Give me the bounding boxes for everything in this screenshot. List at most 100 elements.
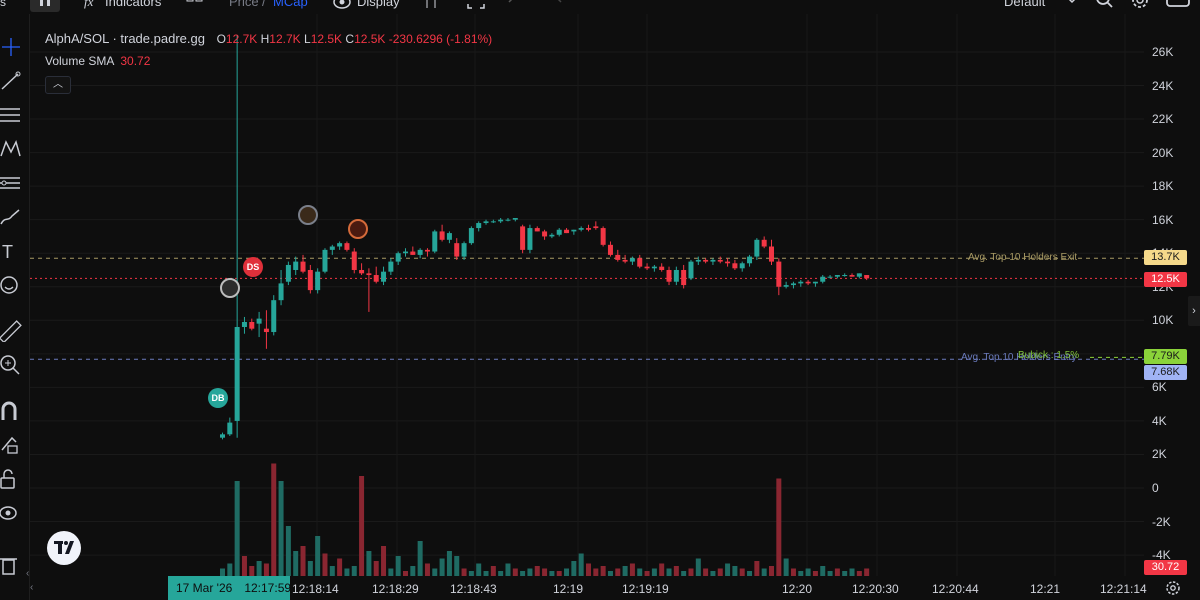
volume-bar xyxy=(549,571,555,576)
chart-settings-gear-icon[interactable] xyxy=(1165,580,1181,596)
top-toolbar: s fx Indicators Price / MCap Display Def… xyxy=(0,0,1200,14)
volume-bar xyxy=(249,566,255,576)
holders-entry-label: Avg. Top 10 Holders Entry xyxy=(961,352,1077,363)
indicators-icon[interactable]: fx xyxy=(82,0,104,12)
menu-icon[interactable]: s xyxy=(0,0,22,12)
high-key: H xyxy=(260,32,270,46)
price-chart[interactable] xyxy=(30,14,1144,576)
candle-body xyxy=(293,261,299,270)
volume-bar xyxy=(359,476,365,576)
volume-bar xyxy=(739,568,745,576)
price-tick-label: -4K xyxy=(1152,548,1171,563)
volume-bar xyxy=(732,566,738,576)
close-key: C xyxy=(345,32,355,46)
fib-retracement-icon[interactable] xyxy=(0,172,22,194)
lock-drawing-icon[interactable] xyxy=(0,434,22,456)
volume-bar xyxy=(842,571,848,576)
candle-body xyxy=(571,229,577,232)
candle-body xyxy=(644,266,650,269)
price-axis[interactable]: 26K24K22K20K18K16K14K12K10K8K6K4K2K0-2K-… xyxy=(1144,14,1200,576)
candle-body xyxy=(388,261,394,272)
volume-bar xyxy=(629,563,635,576)
lock-icon[interactable] xyxy=(0,468,22,490)
magnet-icon[interactable] xyxy=(0,400,22,422)
display-button[interactable]: Display xyxy=(357,0,400,9)
zoom-in-icon[interactable] xyxy=(0,354,22,376)
volume-bar xyxy=(403,571,408,576)
trend-line-icon[interactable] xyxy=(0,70,22,92)
horizontal-lines-icon[interactable] xyxy=(0,104,22,126)
brush-icon[interactable] xyxy=(0,206,22,228)
volume-bar xyxy=(263,563,269,576)
search-icon[interactable] xyxy=(1094,0,1116,12)
trader-avatar-marker[interactable] xyxy=(220,278,240,298)
gear-icon[interactable] xyxy=(1129,0,1151,12)
layout-selector[interactable]: Default xyxy=(1004,0,1046,9)
trader-avatar-marker[interactable] xyxy=(348,219,368,239)
volume-bar xyxy=(761,568,767,576)
price-tick-label: 22K xyxy=(1152,112,1174,127)
price-toggle[interactable]: Price xyxy=(229,0,259,9)
candle-body xyxy=(673,269,679,282)
volume-bar xyxy=(571,561,577,576)
indicators-button[interactable]: Indicators xyxy=(105,0,162,9)
crosshair-icon[interactable] xyxy=(0,36,22,58)
volume-bar xyxy=(600,566,606,576)
text-tool-icon[interactable]: T xyxy=(0,240,22,262)
price-tick-label: -2K xyxy=(1152,514,1171,529)
mcap-toggle[interactable]: MCap xyxy=(273,0,308,9)
ruler-icon[interactable] xyxy=(0,320,22,344)
volume-legend[interactable]: Volume SMA 30.72 xyxy=(45,54,150,68)
time-axis[interactable]: ‹ 12:18:14 12:18:29 12:18:43 12:19 12:19:19 1… xyxy=(30,576,1200,600)
volume-bar xyxy=(417,541,423,576)
volume-bar xyxy=(747,571,753,576)
price-tick-label: 20K xyxy=(1152,145,1174,160)
chevron-up-icon: ︿ xyxy=(53,79,63,90)
volume-bar xyxy=(666,568,672,576)
volume-bar xyxy=(329,566,335,576)
rug-price-tag: 7.79K xyxy=(1144,349,1187,364)
candle-body xyxy=(432,231,438,252)
candles xyxy=(220,35,870,440)
undo-icon[interactable] xyxy=(505,0,527,12)
settings-sliders-icon[interactable] xyxy=(421,0,443,12)
visibility-icon[interactable] xyxy=(0,502,22,524)
candle-body xyxy=(373,275,379,282)
candle-body xyxy=(637,258,643,267)
trash-icon[interactable] xyxy=(0,554,22,576)
high-value: 12.7K xyxy=(269,32,301,46)
volume-bar xyxy=(798,571,804,576)
symbol-title[interactable]: AlphA/SOL · trade.padre.gg xyxy=(45,31,205,46)
collapse-toolbar-icon[interactable]: ‹ xyxy=(26,568,30,579)
svg-text:s: s xyxy=(0,0,6,9)
price-tick-label: 2K xyxy=(1152,447,1167,462)
open-value: 12.7K xyxy=(225,32,258,46)
volume-bar xyxy=(681,571,687,576)
pattern-icon[interactable] xyxy=(0,138,22,160)
volume-bar xyxy=(790,568,796,576)
redo-icon[interactable] xyxy=(545,0,567,12)
trader-avatar-marker[interactable] xyxy=(298,205,318,225)
tradingview-logo[interactable] xyxy=(47,531,81,565)
candle-body xyxy=(783,285,789,287)
eye-icon[interactable] xyxy=(332,0,354,12)
dev-buy-marker[interactable]: DB xyxy=(208,388,228,408)
candles-chart-type-icon[interactable] xyxy=(30,0,60,12)
candle-body xyxy=(651,266,657,269)
scroll-left-icon[interactable]: ‹ xyxy=(30,582,34,593)
chevron-down-icon[interactable] xyxy=(1062,0,1084,12)
volume-bar xyxy=(849,568,855,576)
emoji-icon[interactable] xyxy=(0,274,22,296)
candle-body xyxy=(483,221,489,224)
camera-icon[interactable] xyxy=(1165,0,1191,12)
dev-sell-marker[interactable]: DS xyxy=(243,257,263,277)
fullscreen-icon[interactable] xyxy=(465,0,487,12)
chart-pane[interactable] xyxy=(30,14,1144,576)
candle-body xyxy=(241,321,247,328)
templates-icon[interactable] xyxy=(184,0,206,12)
legend-collapse-button[interactable]: ︿ xyxy=(45,76,71,94)
price-axis-scroll-handle[interactable]: › xyxy=(1188,296,1200,326)
volume-bar xyxy=(659,563,665,576)
crosshair-date: 17 Mar '26 xyxy=(176,581,233,595)
price-tick-label: 4K xyxy=(1152,413,1167,428)
